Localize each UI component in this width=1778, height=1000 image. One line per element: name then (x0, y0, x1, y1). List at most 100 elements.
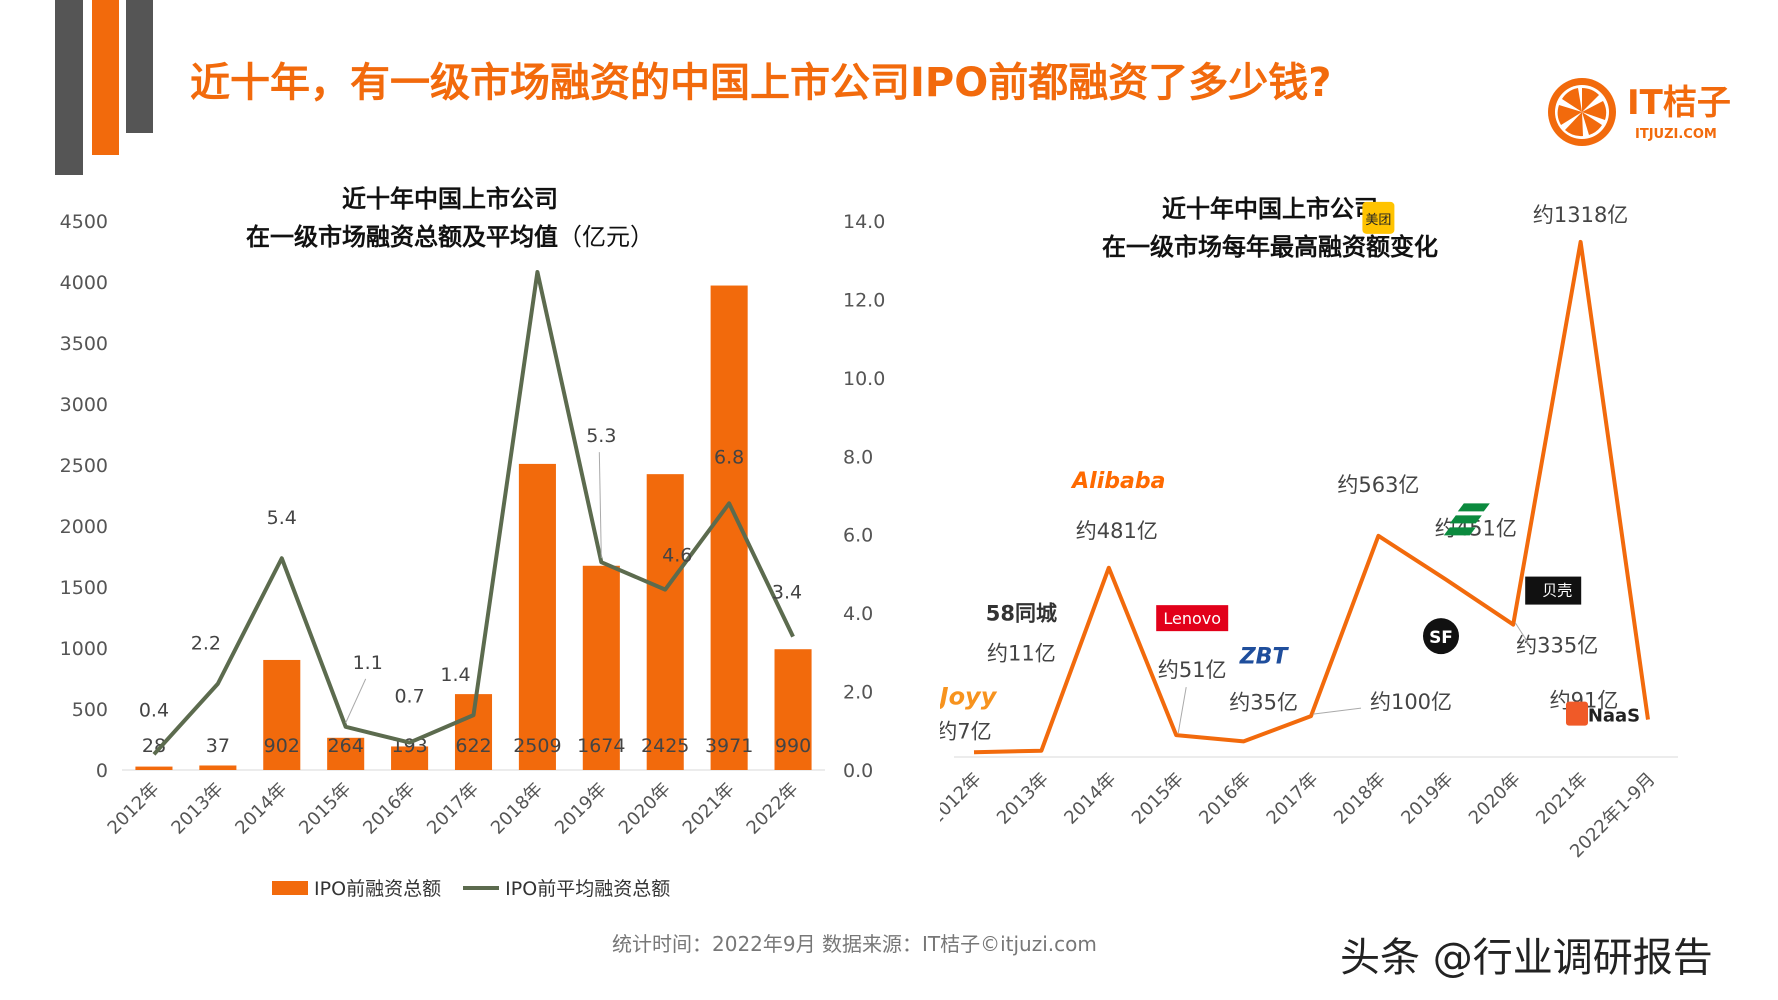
y-left-tick-label: 1000 (60, 638, 108, 660)
point-value-label: 约7亿 (940, 719, 992, 743)
x-tick-label: 2021年 (1532, 769, 1592, 829)
left-chart: 0 500 1000 1500 2000 2500 3000 3500 4000 4500 0.0 2… (60, 211, 886, 839)
point-value-label: 约51亿 (1158, 658, 1227, 682)
bar-value-label: 990 (775, 735, 811, 757)
y-left-tick-label: 4000 (60, 272, 108, 294)
line-point-label: 1.4 (440, 664, 470, 686)
label-leader-line (1312, 707, 1362, 715)
x-tick-label: 2015年 (1128, 769, 1188, 829)
decor-bar-orange (92, 0, 119, 155)
naas-logo-mark (1566, 701, 1588, 726)
logo: IT桔子 ITJUZI.COM (1545, 75, 1745, 155)
left-chart-legend: IPO前融资总额 IPO前平均融资总额 (272, 874, 670, 901)
company-logo-lenovo: Lenovo (1163, 609, 1221, 628)
y-left-tick-label: 2500 (60, 455, 108, 477)
y-left-tick-label: 3500 (60, 333, 108, 355)
x-tick-label: 2016年 (359, 779, 419, 839)
x-tick-label: 2017年 (1263, 769, 1323, 829)
y-right-tick-label: 2.0 (843, 682, 873, 704)
line-point-label: 5.3 (586, 425, 616, 447)
legend-bar-label: IPO前融资总额 (314, 878, 442, 900)
y-right-tick-label: 12.0 (843, 289, 885, 311)
series-line (152, 269, 795, 756)
x-tick-label: 2020年 (615, 779, 675, 839)
decor-bar-gray-1 (55, 0, 83, 175)
meituan-logo-bg (1362, 201, 1395, 234)
watermark: 头条 @行业调研报告 (1340, 935, 1713, 981)
x-tick-label: 2013年 (993, 769, 1053, 829)
point-value-label: 约11亿 (987, 642, 1056, 666)
line-point-label: 1.1 (353, 652, 383, 674)
x-tick-label: 2019年 (551, 779, 611, 839)
bar-value-label: 622 (455, 735, 491, 757)
company-logo-sf: SF (1429, 628, 1453, 648)
footer-source: 统计时间：2022年9月 数据来源：IT桔子©itjuzi.com (612, 932, 1097, 956)
company-logo-meituan: 美团 (1365, 213, 1391, 228)
y-right-tick-label: 6.0 (843, 525, 873, 547)
left-chart-title-line1: 近十年中国上市公司 (342, 185, 558, 213)
company-logo-joyy: Joyy (940, 682, 998, 710)
bar-value-label: 37 (206, 735, 230, 757)
y-left-tick-label: 4500 (60, 211, 108, 233)
company-logo-naas: NaaS (1588, 706, 1640, 727)
y-right-tick-label: 0.0 (843, 760, 873, 782)
bar (774, 649, 812, 770)
x-tick-label: 2013年 (167, 779, 227, 839)
x-tick-label: 2019年 (1397, 769, 1457, 829)
bar-value-label: 28 (142, 735, 166, 757)
point-value-label: 约335亿 (1516, 634, 1598, 658)
x-tick-label: 2021年 (679, 779, 739, 839)
x-tick-label: 2012年 (104, 779, 164, 839)
point-value-label: 约1318亿 (1533, 203, 1628, 227)
bar-value-label: 2509 (513, 735, 561, 757)
line-point-label: 0.4 (139, 699, 169, 721)
left-chart-title-unit: （亿元） (558, 223, 654, 251)
label-leader-line (1514, 622, 1530, 645)
y-left-tick-label: 3000 (60, 394, 108, 416)
x-tick-label: 2022年 (743, 779, 803, 839)
legend-line-label: IPO前平均融资总额 (505, 878, 671, 900)
bar (391, 746, 429, 770)
y-left-tick-label: 500 (72, 699, 108, 721)
legend-line-swatch (463, 885, 500, 890)
decor-bar-gray-2 (126, 0, 153, 133)
series-line (973, 239, 1650, 755)
bar (199, 765, 237, 770)
bar (518, 463, 556, 770)
company-logo-alibaba: Alibaba (1070, 469, 1165, 494)
x-tick-label: 2020年 (1465, 769, 1525, 829)
company-logo-zbt: ZBT (1239, 644, 1290, 669)
right-chart-title-line1: 近十年中国上市公司 (1162, 195, 1378, 223)
bar-value-label: 1674 (577, 735, 625, 757)
line-point-label: 2.2 (191, 633, 221, 655)
logo-subtext: ITJUZI.COM (1635, 127, 1717, 142)
point-value-label: 约563亿 (1337, 473, 1419, 497)
page-title: 近十年，有一级市场融资的中国上市公司IPO前都融资了多少钱? (190, 60, 1332, 106)
x-tick-label: 2017年 (423, 779, 483, 839)
point-value-label: 约100亿 (1370, 690, 1452, 714)
y-left-tick-label: 1500 (60, 577, 108, 599)
line-point-label: 5.4 (267, 507, 297, 529)
bar-value-label: 3971 (705, 735, 753, 757)
legend-bar-swatch (272, 880, 308, 895)
label-leader-line (345, 678, 367, 724)
x-tick-label: 2012年 (940, 769, 986, 829)
bar-value-label: 2425 (641, 735, 689, 757)
bar (263, 659, 301, 770)
bar (327, 737, 365, 770)
bar (646, 474, 684, 770)
y-left-tick-label: 2000 (60, 516, 108, 538)
label-leader-line (1177, 687, 1187, 734)
china-post-logo-icon (1443, 503, 1490, 536)
x-tick-label: 2015年 (295, 779, 355, 839)
bar-value-label: 902 (264, 735, 300, 757)
bar-value-label: 264 (328, 735, 364, 757)
x-tick-label: 2018年 (487, 779, 547, 839)
point-value-label: 约481亿 (1076, 519, 1158, 543)
y-left-tick-label: 0 (96, 760, 108, 782)
right-chart-title-line2: 在一级市场每年最高融资额变化 (1102, 233, 1438, 261)
x-tick-label: 2018年 (1330, 769, 1390, 829)
orange-slice-icon (1548, 78, 1616, 146)
left-chart-title: 近十年中国上市公司 在一级市场融资总额及平均值（亿元） (215, 180, 685, 256)
left-chart-title-line2: 在一级市场融资总额及平均值 (246, 223, 558, 251)
